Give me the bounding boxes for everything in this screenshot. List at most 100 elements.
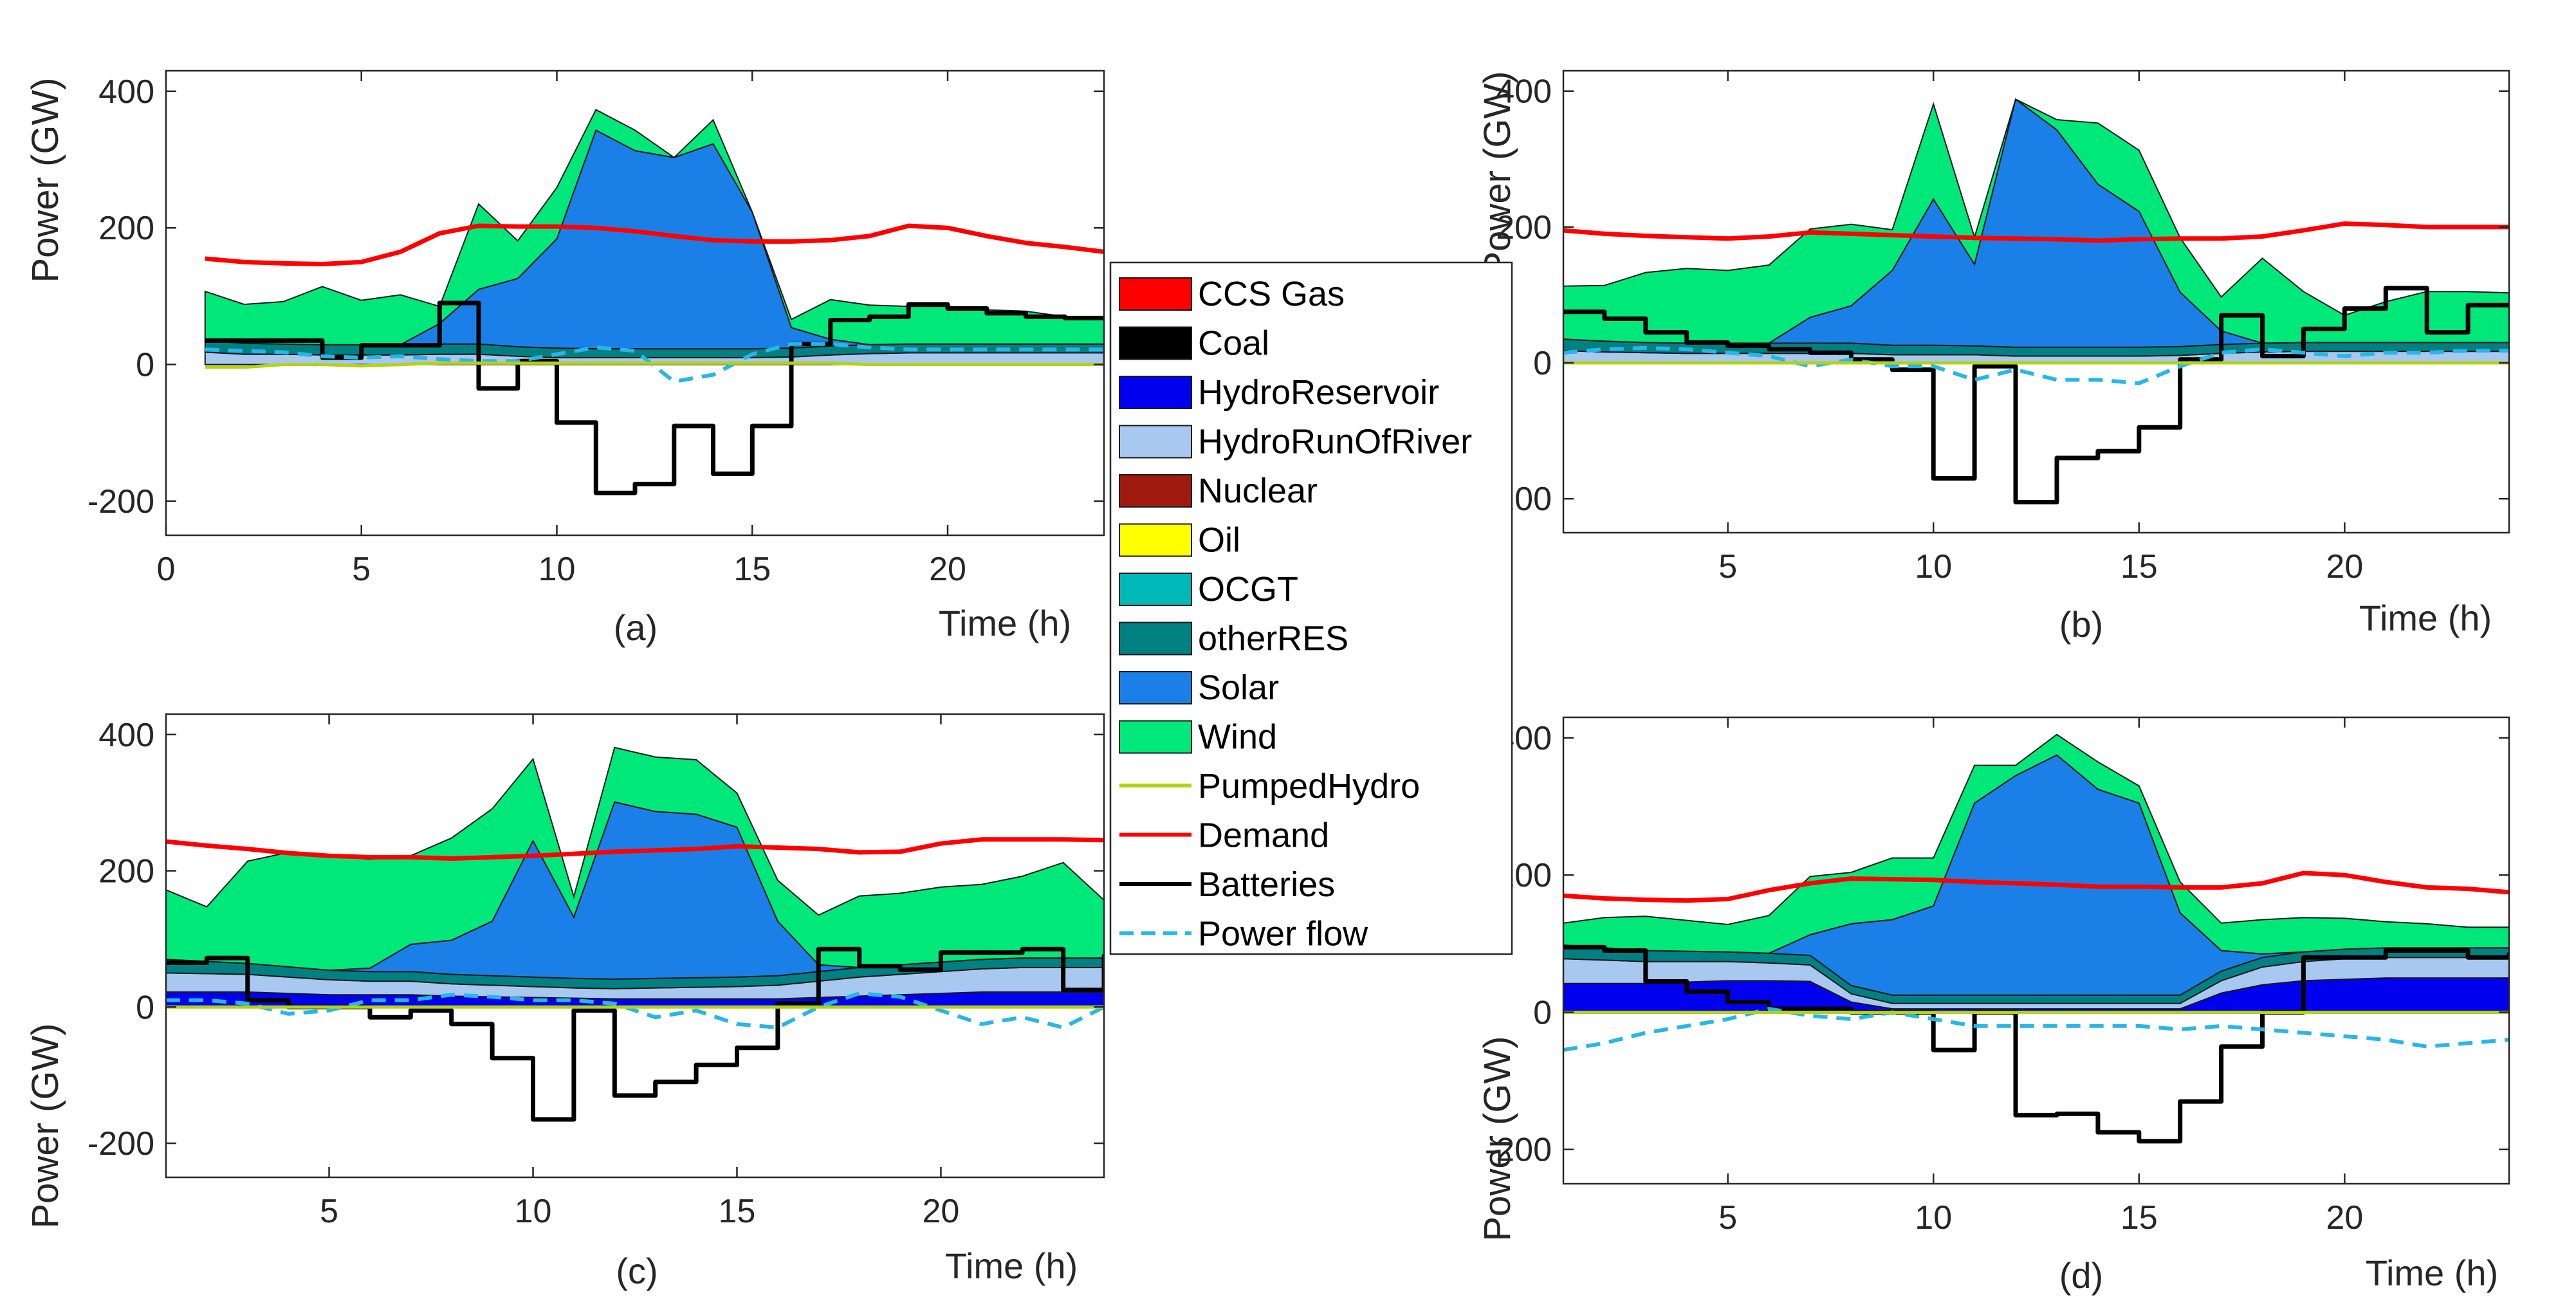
legend-swatch [1119, 621, 1192, 656]
legend-label: CCS Gas [1198, 275, 1345, 313]
x-tick-label: 10 [538, 551, 576, 588]
y-tick-label: 400 [98, 717, 154, 754]
x-axis-label: Time (h) [939, 603, 1071, 643]
x-tick-label: 5 [1718, 548, 1737, 585]
y-tick-label: 400 [98, 73, 154, 111]
legend-label: Coal [1198, 324, 1269, 363]
legend-swatch [1119, 326, 1192, 360]
x-tick-label: 10 [515, 1193, 552, 1230]
legend-label: Wind [1198, 718, 1277, 757]
line-batteries [1563, 286, 2509, 504]
x-tick-label: 5 [352, 551, 371, 588]
legend-label: Batteries [1198, 865, 1335, 904]
x-tick-label: 10 [1915, 548, 1952, 585]
subplot-label: (d) [2059, 1255, 2103, 1296]
legend-swatch [1119, 474, 1192, 508]
line-batteries [205, 300, 1104, 495]
y-tick-label: -200 [87, 483, 154, 520]
legend-label: HydroReservoir [1198, 373, 1439, 412]
x-axis-label: Time (h) [2359, 598, 2492, 638]
line-demand [1563, 870, 2509, 903]
legend-swatch [1119, 720, 1192, 754]
y-tick-label: -200 [87, 1125, 154, 1163]
axes-box [1562, 69, 2510, 534]
x-tick-label: 15 [733, 551, 771, 588]
y-tick-label: 0 [136, 347, 154, 384]
line-demand [205, 223, 1104, 266]
legend-item: PumpedHydro [1119, 767, 1420, 805]
y-axis-label: Power (GW) [1477, 1036, 1518, 1242]
x-tick-label: 20 [2326, 1199, 2363, 1237]
x-axis-label: Time (h) [2366, 1253, 2498, 1293]
legend-swatch [1119, 671, 1192, 704]
legend-item: OCGT [1119, 570, 1298, 609]
legend-swatch [1119, 573, 1192, 606]
legend-label: Oil [1198, 521, 1240, 560]
area-wind [204, 109, 1104, 345]
legend-item: Coal [1119, 324, 1269, 363]
subplot-label: (b) [2059, 604, 2103, 645]
legend-swatch [1119, 376, 1192, 409]
line-power-flow [1563, 1007, 2509, 1053]
x-axis-label: Time (h) [945, 1246, 1078, 1286]
line-batteries [1563, 944, 2509, 1144]
y-axis-label: Power (GW) [24, 78, 66, 283]
legend-label: HydroRunOfRiver [1198, 423, 1472, 461]
legend-swatch [1119, 425, 1192, 459]
x-tick-label: 0 [157, 551, 176, 588]
legend-item: HydroRunOfRiver [1119, 423, 1472, 461]
line-power-flow [205, 342, 1104, 384]
y-axis-label: Power (GW) [24, 1024, 66, 1229]
line-pumpedhydro [205, 361, 1104, 369]
y-tick-label: 200 [98, 210, 154, 247]
legend-label: Demand [1198, 816, 1329, 855]
area-wind [166, 746, 1104, 971]
line-demand [1563, 221, 2509, 243]
area-wind [1563, 98, 2509, 344]
y-tick-label: 400 [1496, 73, 1552, 111]
x-tick-label: 5 [1718, 1199, 1737, 1237]
x-tick-label: 10 [1915, 1199, 1952, 1237]
subplot-label: (c) [616, 1251, 658, 1291]
y-axis-label: Power (GW) [1477, 71, 1518, 277]
y-tick-label: 0 [1533, 345, 1552, 382]
subplot-label: (a) [614, 607, 658, 648]
plot-area [166, 746, 1104, 1122]
line-demand [166, 837, 1104, 861]
panel-c: -200 0 200 400 5 10 15 20 Power (GW) Time (h) (c) [24, 713, 1105, 1291]
x-tick-label: 20 [929, 551, 966, 588]
x-tick-label: 15 [719, 1193, 756, 1230]
axes-box [165, 69, 1105, 537]
legend-item: otherRES [1119, 620, 1348, 658]
area-wind [1563, 733, 2509, 955]
plot-area [1563, 733, 2509, 1144]
legend-label: OCGT [1198, 570, 1298, 609]
legend-label: Power flow [1198, 915, 1368, 953]
x-tick-label: 20 [2326, 548, 2363, 585]
x-tick-label: 5 [320, 1193, 338, 1230]
legend-item: Demand [1119, 816, 1329, 855]
legend-item: Solar [1119, 668, 1279, 707]
legend: CCS Gas Coal HydroReservoir HydroRunOfRiver… [1109, 261, 1513, 955]
line-power-flow [166, 991, 1104, 1030]
legend-item: Power flow [1119, 915, 1368, 953]
legend-item: Wind [1119, 718, 1277, 757]
axes-box [1562, 716, 2510, 1185]
axes-box [165, 713, 1105, 1179]
legend-label: Nuclear [1198, 472, 1318, 510]
y-tick-label: 0 [1533, 994, 1552, 1031]
legend-swatch [1119, 523, 1192, 557]
legend-item: Batteries [1119, 865, 1335, 904]
legend-item: CCS Gas [1119, 275, 1345, 313]
y-tick-label: 200 [98, 853, 154, 890]
legend-label: PumpedHydro [1198, 767, 1420, 805]
plot-area [204, 109, 1104, 495]
x-tick-label: 20 [923, 1193, 960, 1230]
y-tick-label: 200 [1496, 209, 1552, 246]
x-tick-label: 15 [2121, 548, 2158, 585]
legend-swatch [1119, 277, 1192, 311]
